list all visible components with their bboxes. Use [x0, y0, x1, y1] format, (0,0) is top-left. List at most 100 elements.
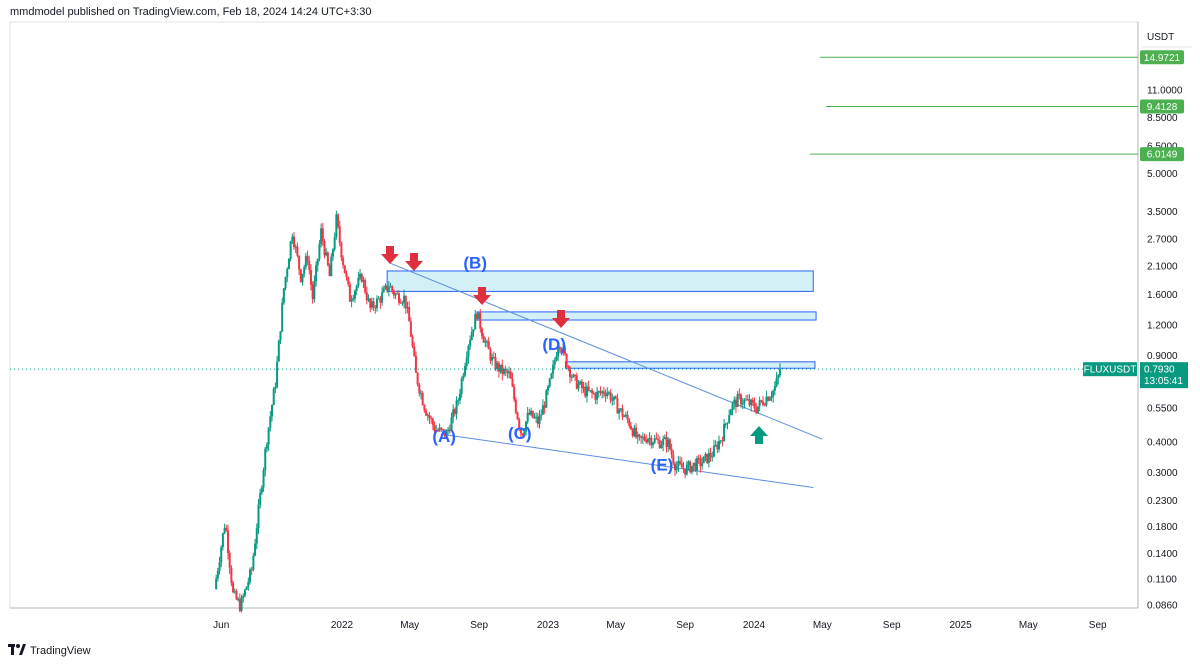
candle-body	[308, 261, 311, 271]
candle-body	[613, 396, 616, 400]
candle-body	[753, 402, 756, 409]
wave-label[interactable]: (A)	[432, 427, 456, 446]
candle-body	[706, 453, 709, 464]
candle-body	[599, 391, 602, 393]
last-price-tag	[1140, 362, 1188, 389]
candle-body	[462, 375, 465, 379]
candle-body	[592, 393, 595, 395]
candle-body	[316, 258, 319, 266]
candle-body	[220, 547, 223, 563]
candle-body	[602, 391, 605, 395]
wave-label[interactable]: (B)	[463, 253, 487, 272]
sell-arrow-icon[interactable]	[473, 287, 491, 305]
candle-body	[562, 347, 565, 353]
candle-body	[513, 386, 516, 400]
trendline[interactable]	[390, 262, 823, 440]
candle-body	[340, 242, 343, 258]
candle-body	[243, 589, 246, 596]
candle-body	[294, 246, 297, 248]
candle-body	[375, 298, 378, 309]
candle-body	[601, 391, 604, 393]
candle-body	[448, 429, 451, 431]
sell-arrow-icon[interactable]	[381, 246, 399, 264]
candle-body	[587, 386, 590, 391]
candle-body	[225, 527, 228, 531]
buy-arrow-icon[interactable]	[750, 426, 768, 444]
candle-body	[255, 528, 258, 544]
candle-body	[662, 438, 665, 445]
candle-body	[714, 444, 717, 446]
candle-body	[618, 409, 621, 414]
candle-body	[545, 390, 548, 408]
candle-body	[298, 255, 301, 270]
candle-body	[702, 456, 705, 464]
x-tick-label: May	[813, 620, 832, 631]
candle-body	[663, 437, 666, 439]
sell-arrow-icon[interactable]	[405, 253, 423, 271]
candle-body	[245, 586, 248, 590]
y-tick-label: 0.1100	[1147, 574, 1177, 585]
candle-body	[670, 449, 673, 455]
candle-body	[484, 341, 487, 343]
candle-body	[398, 293, 401, 303]
candle-body	[765, 396, 768, 406]
candle-body	[740, 394, 743, 405]
resistance-zone[interactable]	[564, 361, 816, 369]
candle-body	[689, 461, 692, 473]
candle-body	[596, 391, 599, 400]
candle-body	[277, 340, 280, 362]
x-tick-label: May	[606, 620, 625, 631]
candle-body	[579, 381, 582, 384]
x-tick-label: 2024	[743, 620, 766, 631]
candle-body	[550, 373, 553, 379]
candle-body	[403, 295, 406, 303]
candle-body	[733, 399, 736, 404]
candle-body	[628, 419, 631, 426]
candle-body	[306, 256, 309, 262]
candle-body	[694, 462, 697, 471]
candle-body	[276, 361, 279, 387]
candle-body	[692, 462, 695, 466]
candle-body	[726, 422, 729, 424]
candle-body	[638, 434, 641, 436]
wave-label[interactable]: (C)	[508, 424, 532, 443]
candle-body	[450, 417, 453, 431]
candle-body	[516, 412, 519, 420]
wave-label[interactable]: (D)	[542, 335, 566, 354]
candle-body	[421, 393, 424, 406]
trendline[interactable]	[440, 433, 814, 489]
candle-body	[377, 298, 380, 300]
candle-body	[458, 393, 461, 401]
candle-body	[350, 299, 353, 302]
resistance-zone[interactable]	[386, 270, 814, 292]
candle-body	[472, 329, 475, 332]
candle-body	[347, 277, 350, 285]
candle-body	[477, 312, 480, 320]
candle-body	[619, 408, 622, 410]
candle-body	[521, 433, 524, 436]
y-tick-label: 0.1400	[1147, 549, 1178, 560]
wave-label[interactable]: (E)	[651, 456, 674, 475]
candle-body	[282, 288, 285, 303]
x-tick-label: 2023	[537, 620, 560, 631]
candle-body	[508, 371, 511, 374]
y-tick-label: 3.5000	[1147, 207, 1178, 218]
tradingview-brand[interactable]: TradingView	[30, 645, 91, 657]
candle-body	[404, 295, 407, 309]
candle-body	[386, 285, 389, 292]
candle-body	[565, 353, 568, 367]
tradingview-logo-icon[interactable]	[8, 644, 26, 658]
candle-body	[626, 414, 629, 420]
candle-body	[645, 439, 648, 443]
sell-arrow-icon[interactable]	[552, 310, 570, 328]
candle-body	[506, 370, 509, 374]
y-tick-label: 2.7000	[1147, 235, 1178, 246]
candle-body	[494, 357, 497, 370]
candle-body	[293, 236, 296, 247]
candle-body	[409, 321, 412, 337]
candle-body	[457, 400, 460, 402]
candle-body	[491, 357, 494, 361]
x-tick-label: Jun	[213, 620, 229, 631]
candle-body	[281, 302, 284, 332]
